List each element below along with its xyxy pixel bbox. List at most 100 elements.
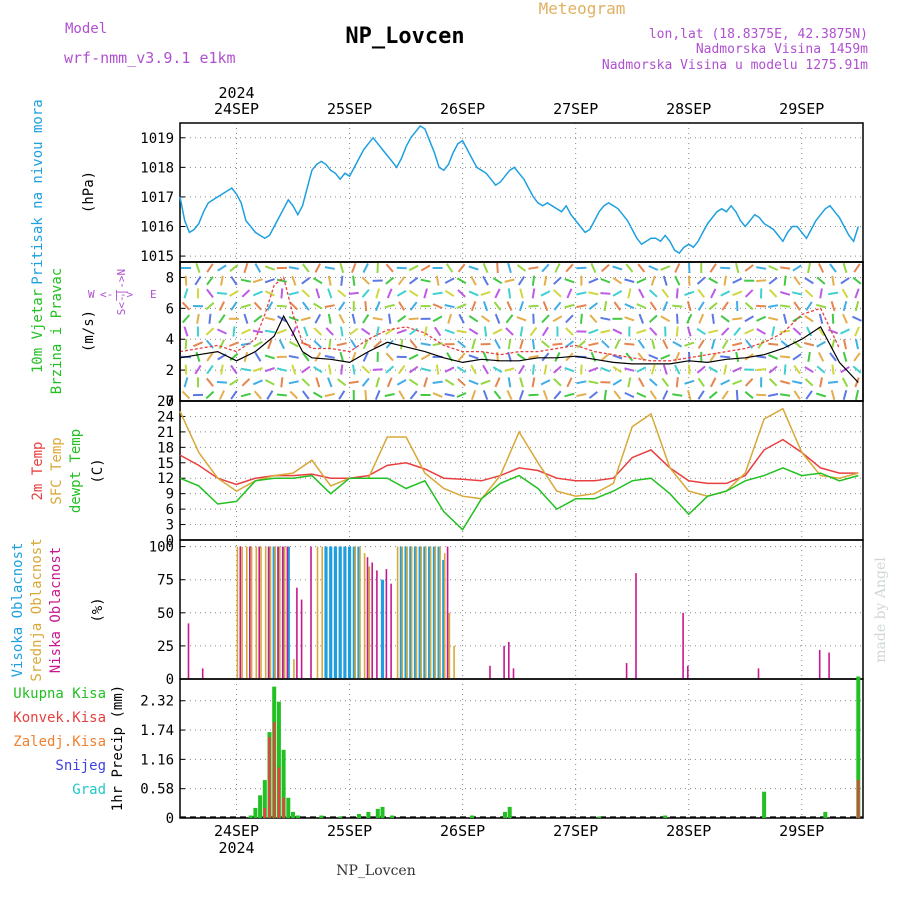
- wind-arrow: [384, 393, 395, 397]
- wind-arrow: [302, 263, 310, 273]
- bottom-day-tick-label: 28SEP: [666, 822, 711, 840]
- temp-side-label: SFC Temp: [49, 437, 65, 504]
- wind-arrow: [612, 354, 623, 360]
- wind-side-label: 10m Vjetar: [30, 289, 46, 373]
- wind-arrow: [195, 262, 201, 274]
- precip-bar: [253, 807, 258, 818]
- footer-station-name: NP_Lovcen: [336, 863, 415, 879]
- cloud-bar: [413, 546, 418, 679]
- wind-arrow: [444, 328, 455, 335]
- wind-arrow: [206, 288, 214, 299]
- wind-arrow: [338, 390, 346, 400]
- wind-arrow: [723, 364, 728, 375]
- wind-arrow: [340, 364, 344, 375]
- wind-arrow: [684, 341, 695, 347]
- wind-arrow: [385, 263, 394, 273]
- pressure-side-label: Pritisak na nivou mora: [30, 99, 46, 284]
- wind-arrow: [327, 313, 332, 324]
- wind-arrow: [241, 378, 251, 387]
- cloud-bar: [281, 546, 284, 679]
- wind-arrow: [807, 262, 811, 274]
- wind-arrow: [830, 339, 836, 350]
- y-tick-label: 1015: [140, 249, 174, 265]
- y-tick-label: 1019: [140, 131, 174, 147]
- wind-side-label: Brzina i Pravac: [49, 268, 65, 394]
- wind-arrow: [768, 265, 779, 271]
- wind-arrow-field: [180, 262, 862, 401]
- wind-arrow: [744, 315, 755, 323]
- header: Model wrf-nmm_v3.9.1 e1km NP_Lovcen Mete…: [64, 0, 889, 879]
- wind-arrow: [519, 288, 524, 299]
- wind-direction-key-sn: S<-|->N: [115, 269, 128, 315]
- wind-arrow: [791, 291, 803, 296]
- wind-arrow: [576, 291, 587, 296]
- wind-arrow: [708, 391, 718, 399]
- wind-arrow: [337, 378, 347, 387]
- meteogram-label: Meteogram: [539, 0, 626, 18]
- wind-arrow: [735, 389, 739, 401]
- y-tick-label: 12: [157, 471, 174, 487]
- wind-arrow: [852, 365, 862, 374]
- wind-arrow: [636, 329, 647, 334]
- wind-arrow: [697, 390, 705, 400]
- wind-arrow: [253, 314, 263, 323]
- wind-arrow: [444, 378, 455, 386]
- bottom-day-tick-label: 27SEP: [553, 822, 598, 840]
- wind-arrow: [504, 367, 515, 372]
- wind-arrow: [470, 389, 477, 401]
- wind-arrow: [710, 339, 716, 350]
- wind-arrow: [339, 351, 345, 362]
- y-tick-label: 1.74: [140, 723, 174, 739]
- panel-pressure: 1015 1016 1017 1018 1019: [140, 122, 864, 265]
- wind-arrow: [492, 366, 503, 373]
- wind-arrow: [744, 302, 754, 311]
- wind-arrow: [338, 301, 346, 311]
- wind-arrow: [218, 314, 226, 324]
- cloud-bar: [249, 546, 251, 679]
- wind-arrow: [385, 352, 394, 362]
- precip-bar: [273, 722, 276, 818]
- wind-arrow: [519, 377, 524, 388]
- precip-legend-label: Grad: [72, 782, 106, 798]
- cloud-bar: [277, 546, 281, 679]
- wind-arrow: [612, 328, 623, 335]
- wind-arrow: [612, 366, 623, 374]
- wind-arrow: [312, 302, 323, 310]
- wind-arrow: [432, 315, 443, 323]
- wind-arrow: [528, 304, 539, 308]
- wind-arrow: [735, 262, 740, 274]
- wind-arrow: [216, 291, 228, 295]
- wind-direction-key-w: W: [88, 288, 95, 301]
- wind-arrow: [243, 351, 249, 362]
- wind-arrow: [552, 342, 563, 346]
- cloud-bar: [279, 546, 281, 679]
- wind-arrow: [842, 301, 848, 312]
- wind-arrow: [805, 390, 813, 400]
- wind-arrow: [603, 301, 608, 312]
- precip-bar: [470, 815, 474, 818]
- wind-arrow: [482, 389, 489, 401]
- wind-arrow: [518, 364, 525, 375]
- precip-bar: [856, 676, 861, 818]
- cloud-bar: [828, 652, 830, 679]
- wind-arrow: [720, 266, 731, 270]
- wind-unit-label: (m/s): [81, 310, 97, 352]
- wind-arrow: [361, 276, 371, 285]
- cloud-bar: [404, 546, 408, 679]
- wind-arrow: [600, 352, 610, 361]
- y-tick-label: 0: [166, 811, 174, 827]
- wind-arrow: [842, 262, 848, 274]
- chart-title: NP_Lovcen: [345, 24, 464, 49]
- cloud-bar: [343, 546, 347, 679]
- wind-arrow: [362, 351, 369, 362]
- precip-legend-label: Snijeg: [55, 758, 106, 774]
- y-tick-label: 24: [157, 409, 174, 425]
- wind-arrow: [432, 380, 443, 384]
- cloud-bar: [316, 546, 319, 679]
- y-tick-label: 100: [149, 540, 174, 556]
- precip-bar: [268, 737, 271, 818]
- precip-legend-label: Konvek.Kisa: [13, 710, 106, 726]
- temp-series-line: [179, 407, 859, 500]
- wind-arrow: [420, 278, 431, 283]
- wind-arrow: [649, 390, 657, 400]
